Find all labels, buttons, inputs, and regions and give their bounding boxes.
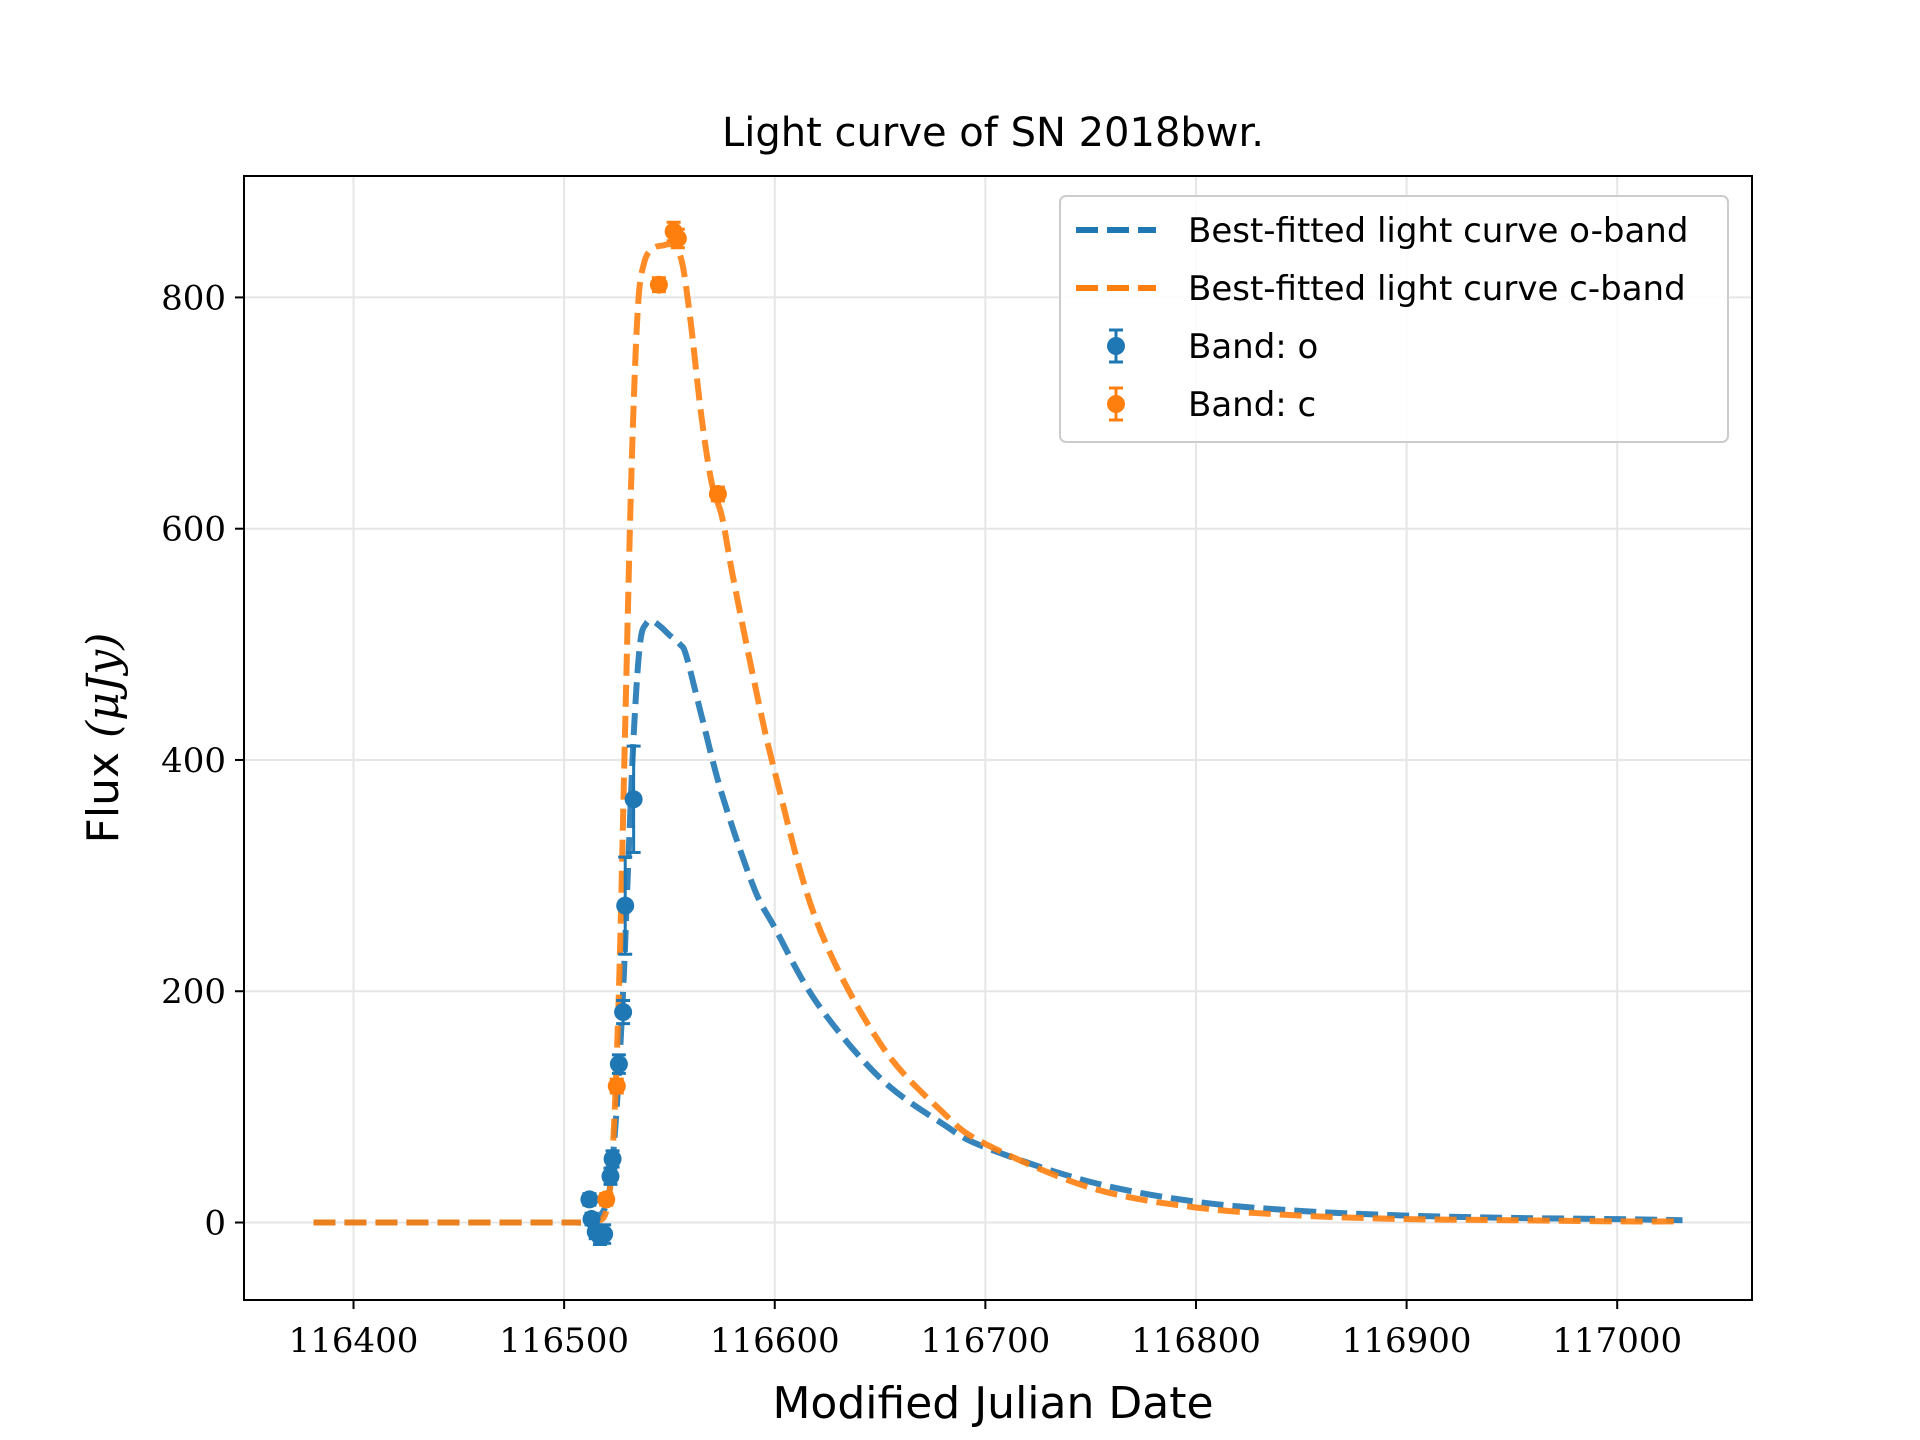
data-point-o <box>614 1003 633 1022</box>
x-tick-label: 116600 <box>710 1321 840 1361</box>
x-tick-label: 116400 <box>289 1321 419 1361</box>
x-axis-label: Modified Julian Date <box>772 1378 1213 1429</box>
data-point-o <box>580 1190 599 1209</box>
legend-swatch-point-c <box>1107 395 1125 413</box>
x-tick-label: 116500 <box>499 1321 629 1361</box>
x-tick-label: 116800 <box>1131 1321 1261 1361</box>
fit-curve-o-band <box>313 617 1683 1226</box>
data-point-o <box>603 1149 622 1168</box>
chart-title: Light curve of SN 2018bwr. <box>722 110 1264 156</box>
legend-swatch-point-o <box>1107 337 1125 355</box>
data-points <box>580 220 727 1246</box>
data-point-c <box>649 275 668 294</box>
x-tick-label: 116700 <box>920 1321 1050 1361</box>
legend-items: Best-fitted light curve o-band Best-fitte… <box>1076 211 1688 425</box>
x-tick-label: 117000 <box>1552 1321 1682 1361</box>
legend-label-band-o: Band: o <box>1188 327 1318 367</box>
plot-frame <box>243 175 1753 1301</box>
data-point-o <box>624 790 643 809</box>
legend-label-band-c: Band: c <box>1188 385 1316 425</box>
y-axis-label-text: Flux <box>78 738 129 843</box>
data-point-c <box>708 485 727 504</box>
x-tick-label: 116900 <box>1342 1321 1472 1361</box>
data-point-c <box>597 1190 616 1209</box>
y-axis-label: Flux (μJy) <box>78 633 129 844</box>
legend-box <box>1059 195 1729 443</box>
legend-label-fit-o: Best-fitted light curve o-band <box>1188 211 1688 251</box>
data-point-c <box>607 1077 626 1096</box>
data-point-o <box>595 1225 614 1244</box>
legend: Best-fitted light curve o-band Best-fitte… <box>1059 195 1729 443</box>
data-point-o <box>616 896 635 915</box>
y-axis-label-unit: (μJy) <box>78 633 129 738</box>
y-tick-label: 800 <box>161 278 226 318</box>
data-point-o <box>609 1055 628 1074</box>
data-point-o <box>601 1167 620 1186</box>
y-tick-label: 600 <box>161 510 226 550</box>
axis-ticks: 116400 116500 116600 116700 116800 116900 1170… <box>161 278 1682 1361</box>
y-tick-label: 400 <box>161 741 226 781</box>
y-tick-label: 200 <box>161 972 226 1012</box>
y-tick-label: 0 <box>204 1204 226 1244</box>
legend-label-fit-c: Best-fitted light curve c-band <box>1188 269 1686 309</box>
data-point-c <box>668 229 687 248</box>
